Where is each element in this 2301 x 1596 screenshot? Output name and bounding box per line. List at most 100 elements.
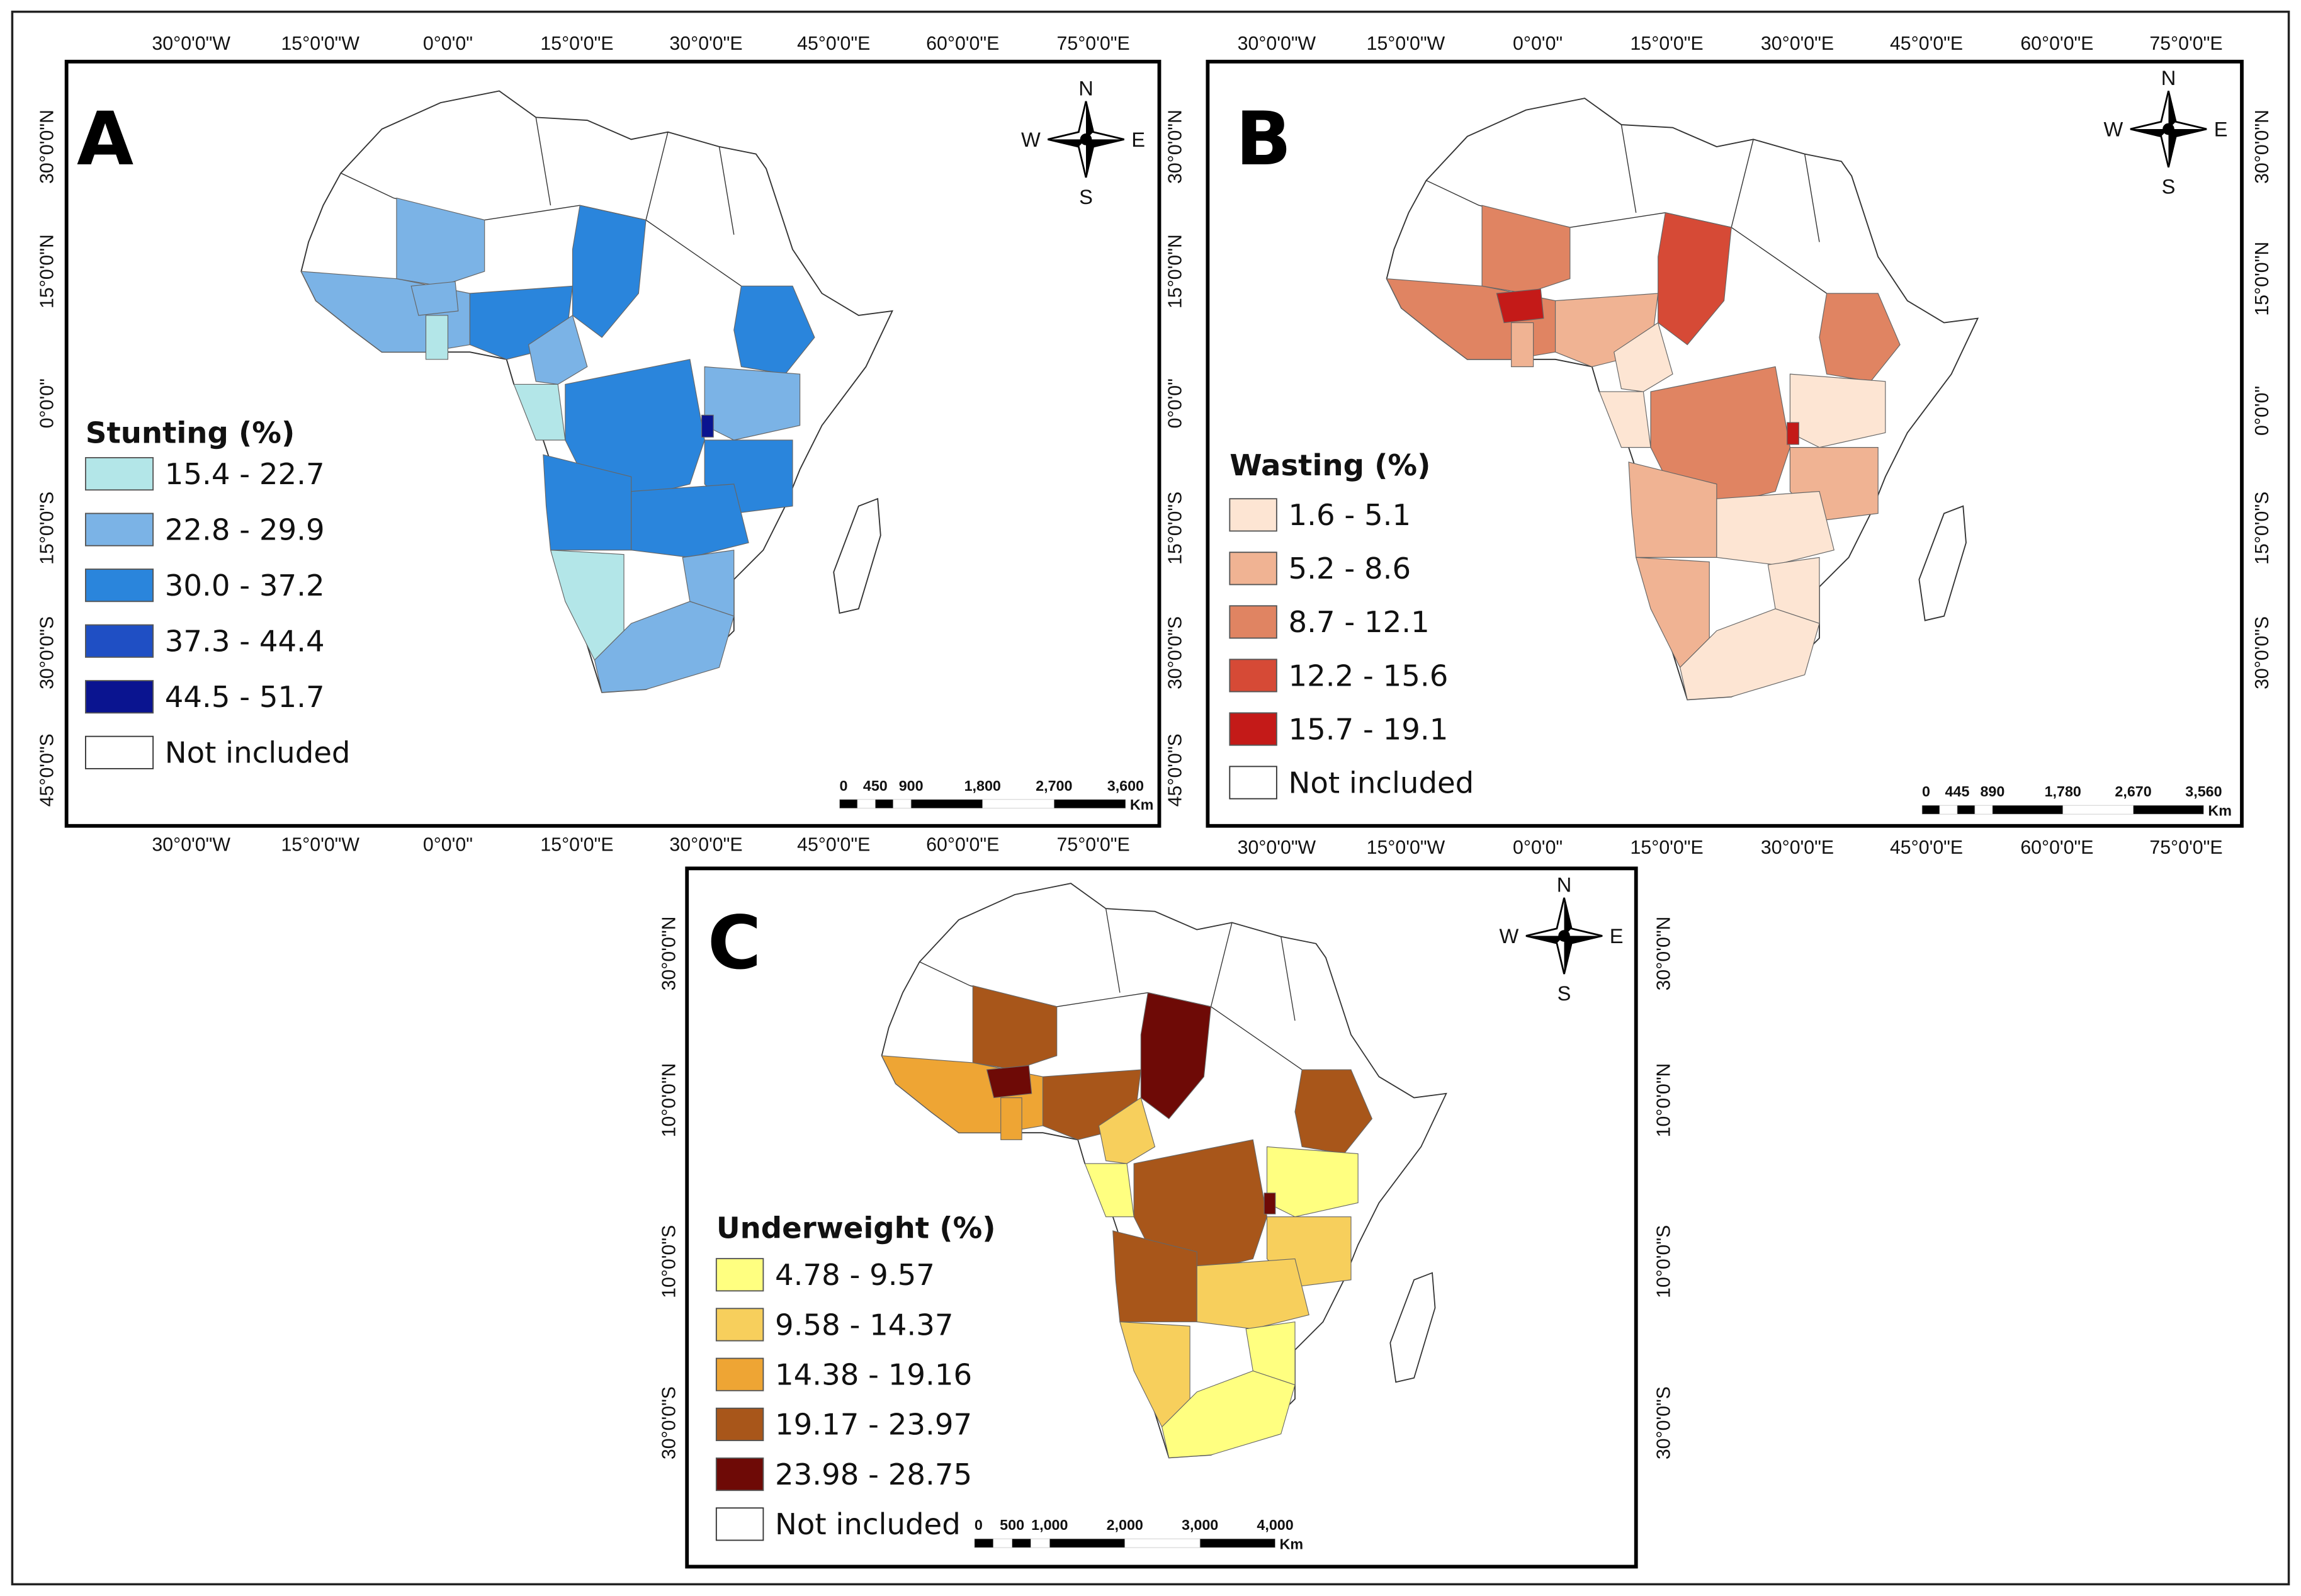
latitude-label-right: 15°0'0"S: [1165, 492, 1185, 565]
region-angola[interactable]: [1628, 461, 1717, 558]
legend-swatch: [715, 1308, 764, 1342]
scale-label: 1,800: [964, 778, 1001, 794]
compass-s: S: [1079, 185, 1093, 208]
region-cameroon[interactable]: [528, 315, 588, 385]
compass-e: E: [2214, 118, 2228, 141]
legend-swatch: [85, 624, 154, 658]
legend-label: 14.38 - 19.16: [775, 1357, 972, 1391]
legend-label: 23.98 - 28.75: [775, 1457, 972, 1491]
longitude-label-bottom: 75°0'0"E: [2149, 837, 2222, 858]
scale-label: 2,670: [2115, 783, 2151, 800]
legend-label: 1.6 - 5.1: [1289, 498, 1411, 532]
region-chad[interactable]: [1140, 992, 1212, 1119]
panel-letter: B: [1236, 97, 1292, 182]
compass-center: [1080, 133, 1092, 145]
longitude-label-top: 15°0'0"E: [540, 33, 613, 54]
legend-label: 19.17 - 23.97: [775, 1408, 972, 1442]
legend-title: Stunting (%): [86, 416, 295, 450]
region-burkina[interactable]: [410, 281, 459, 316]
region-zambia[interactable]: [1716, 490, 1835, 565]
latitude-label-right: 0°0'0": [1165, 378, 1185, 428]
longitude-label-top: 30°0'0"E: [1761, 33, 1834, 54]
compass-rose-icon: N S E W: [1500, 873, 1624, 1005]
region-chad[interactable]: [572, 205, 647, 338]
scale-unit: Km: [2208, 802, 2232, 818]
latitude-label-right: 10°0'0"N: [1653, 1063, 1674, 1138]
region-mali[interactable]: [972, 985, 1058, 1070]
scale-label: 3,000: [1182, 1517, 1218, 1533]
region-ghana[interactable]: [425, 315, 449, 360]
longitude-label-bottom: 45°0'0"E: [797, 834, 870, 855]
scale-segment: [2133, 805, 2204, 815]
scale-segment: [1049, 1538, 1126, 1548]
region-cameroon[interactable]: [1098, 1097, 1156, 1164]
legend-label: 37.3 - 44.4: [165, 625, 325, 659]
region-southafrica[interactable]: [1162, 1370, 1296, 1459]
panel-letter: A: [77, 97, 133, 182]
region-rwanda[interactable]: [701, 414, 714, 438]
scale-segment: [1921, 805, 1940, 815]
longitude-label-top: 15°0'0"W: [1367, 33, 1445, 54]
compass-rose-icon: N S E W: [2103, 66, 2227, 198]
scale-segment: [1957, 805, 1976, 815]
africa-map: [1386, 98, 1979, 701]
longitude-label-top: 30°0'0"E: [669, 33, 742, 54]
latitude-label-right: 45°0'0"S: [1165, 733, 1185, 806]
compass-w: W: [1500, 924, 1519, 948]
region-burkina[interactable]: [986, 1065, 1032, 1099]
latitude-label-right: 30°0'0"N: [2252, 110, 2273, 184]
region-ghana[interactable]: [1000, 1097, 1022, 1140]
scale-segment: [1939, 805, 1958, 815]
longitude-label-top: 30°0'0"W: [152, 33, 230, 54]
scale-label: 2,000: [1107, 1517, 1143, 1533]
scale-segment: [857, 799, 876, 809]
compass-w: W: [1021, 128, 1041, 151]
legend-swatch-not-included: [85, 735, 154, 769]
scale-segment: [1012, 1538, 1031, 1548]
compass-n: N: [2161, 66, 2176, 89]
scale-label: 3,560: [2185, 783, 2222, 800]
legend-label: 44.5 - 51.7: [165, 680, 325, 714]
region-mali[interactable]: [396, 197, 485, 286]
longitude-label-bottom: 60°0'0"E: [2020, 837, 2093, 858]
region-ghana[interactable]: [1511, 322, 1534, 368]
longitude-label-top: 0°0'0": [423, 33, 473, 54]
longitude-label-top: 60°0'0"E: [2020, 33, 2093, 54]
region-angola[interactable]: [543, 454, 632, 551]
longitude-label-top: 60°0'0"E: [926, 33, 999, 54]
region-burkina[interactable]: [1496, 288, 1544, 324]
scale-label: 0: [975, 1517, 983, 1533]
scale-label: 0: [840, 778, 848, 794]
map-panel-b: Wasting (%) 1.6 - 5.1 5.2 - 8.6 8.7 - 12.1 1…: [1206, 33, 2273, 858]
latitude-label-left: 10°0'0"N: [659, 1063, 680, 1138]
scale-label: 1,780: [2045, 783, 2081, 800]
region-rwanda[interactable]: [1787, 422, 1799, 445]
region-angola[interactable]: [1112, 1230, 1197, 1323]
region-cameroon[interactable]: [1614, 322, 1673, 392]
region-southafrica[interactable]: [594, 601, 735, 693]
scale-segment: [1053, 799, 1126, 809]
longitude-label-top: 75°0'0"E: [1057, 33, 1130, 54]
scale-bar: 0 500 1,000 2,000 3,000 4,000 Km: [974, 1517, 1303, 1552]
scale-segment: [839, 799, 858, 809]
legend-swatch: [85, 569, 154, 603]
region-zambia[interactable]: [1196, 1258, 1309, 1330]
scale-label: 500: [1000, 1517, 1024, 1533]
legend-swatch: [715, 1357, 764, 1391]
compass-rose-icon: N S E W: [1021, 76, 1145, 208]
scale-segment: [982, 799, 1054, 809]
scale-label: 0: [1922, 783, 1930, 800]
scale-label: 3,600: [1107, 778, 1144, 794]
latitude-label-right: 30°0'0"N: [1653, 917, 1674, 991]
region-chad[interactable]: [1658, 212, 1732, 346]
longitude-label-bottom: 60°0'0"E: [926, 834, 999, 855]
africa-map: [300, 90, 894, 693]
region-southafrica[interactable]: [1679, 608, 1820, 701]
longitude-label-bottom: 0°0'0": [1513, 837, 1563, 858]
scale-label: 890: [1980, 783, 2004, 800]
region-rwanda[interactable]: [1264, 1192, 1276, 1214]
madagascar: [1389, 1272, 1436, 1383]
region-zambia[interactable]: [631, 484, 749, 558]
region-mali[interactable]: [1481, 205, 1571, 294]
scale-segment: [893, 799, 912, 809]
